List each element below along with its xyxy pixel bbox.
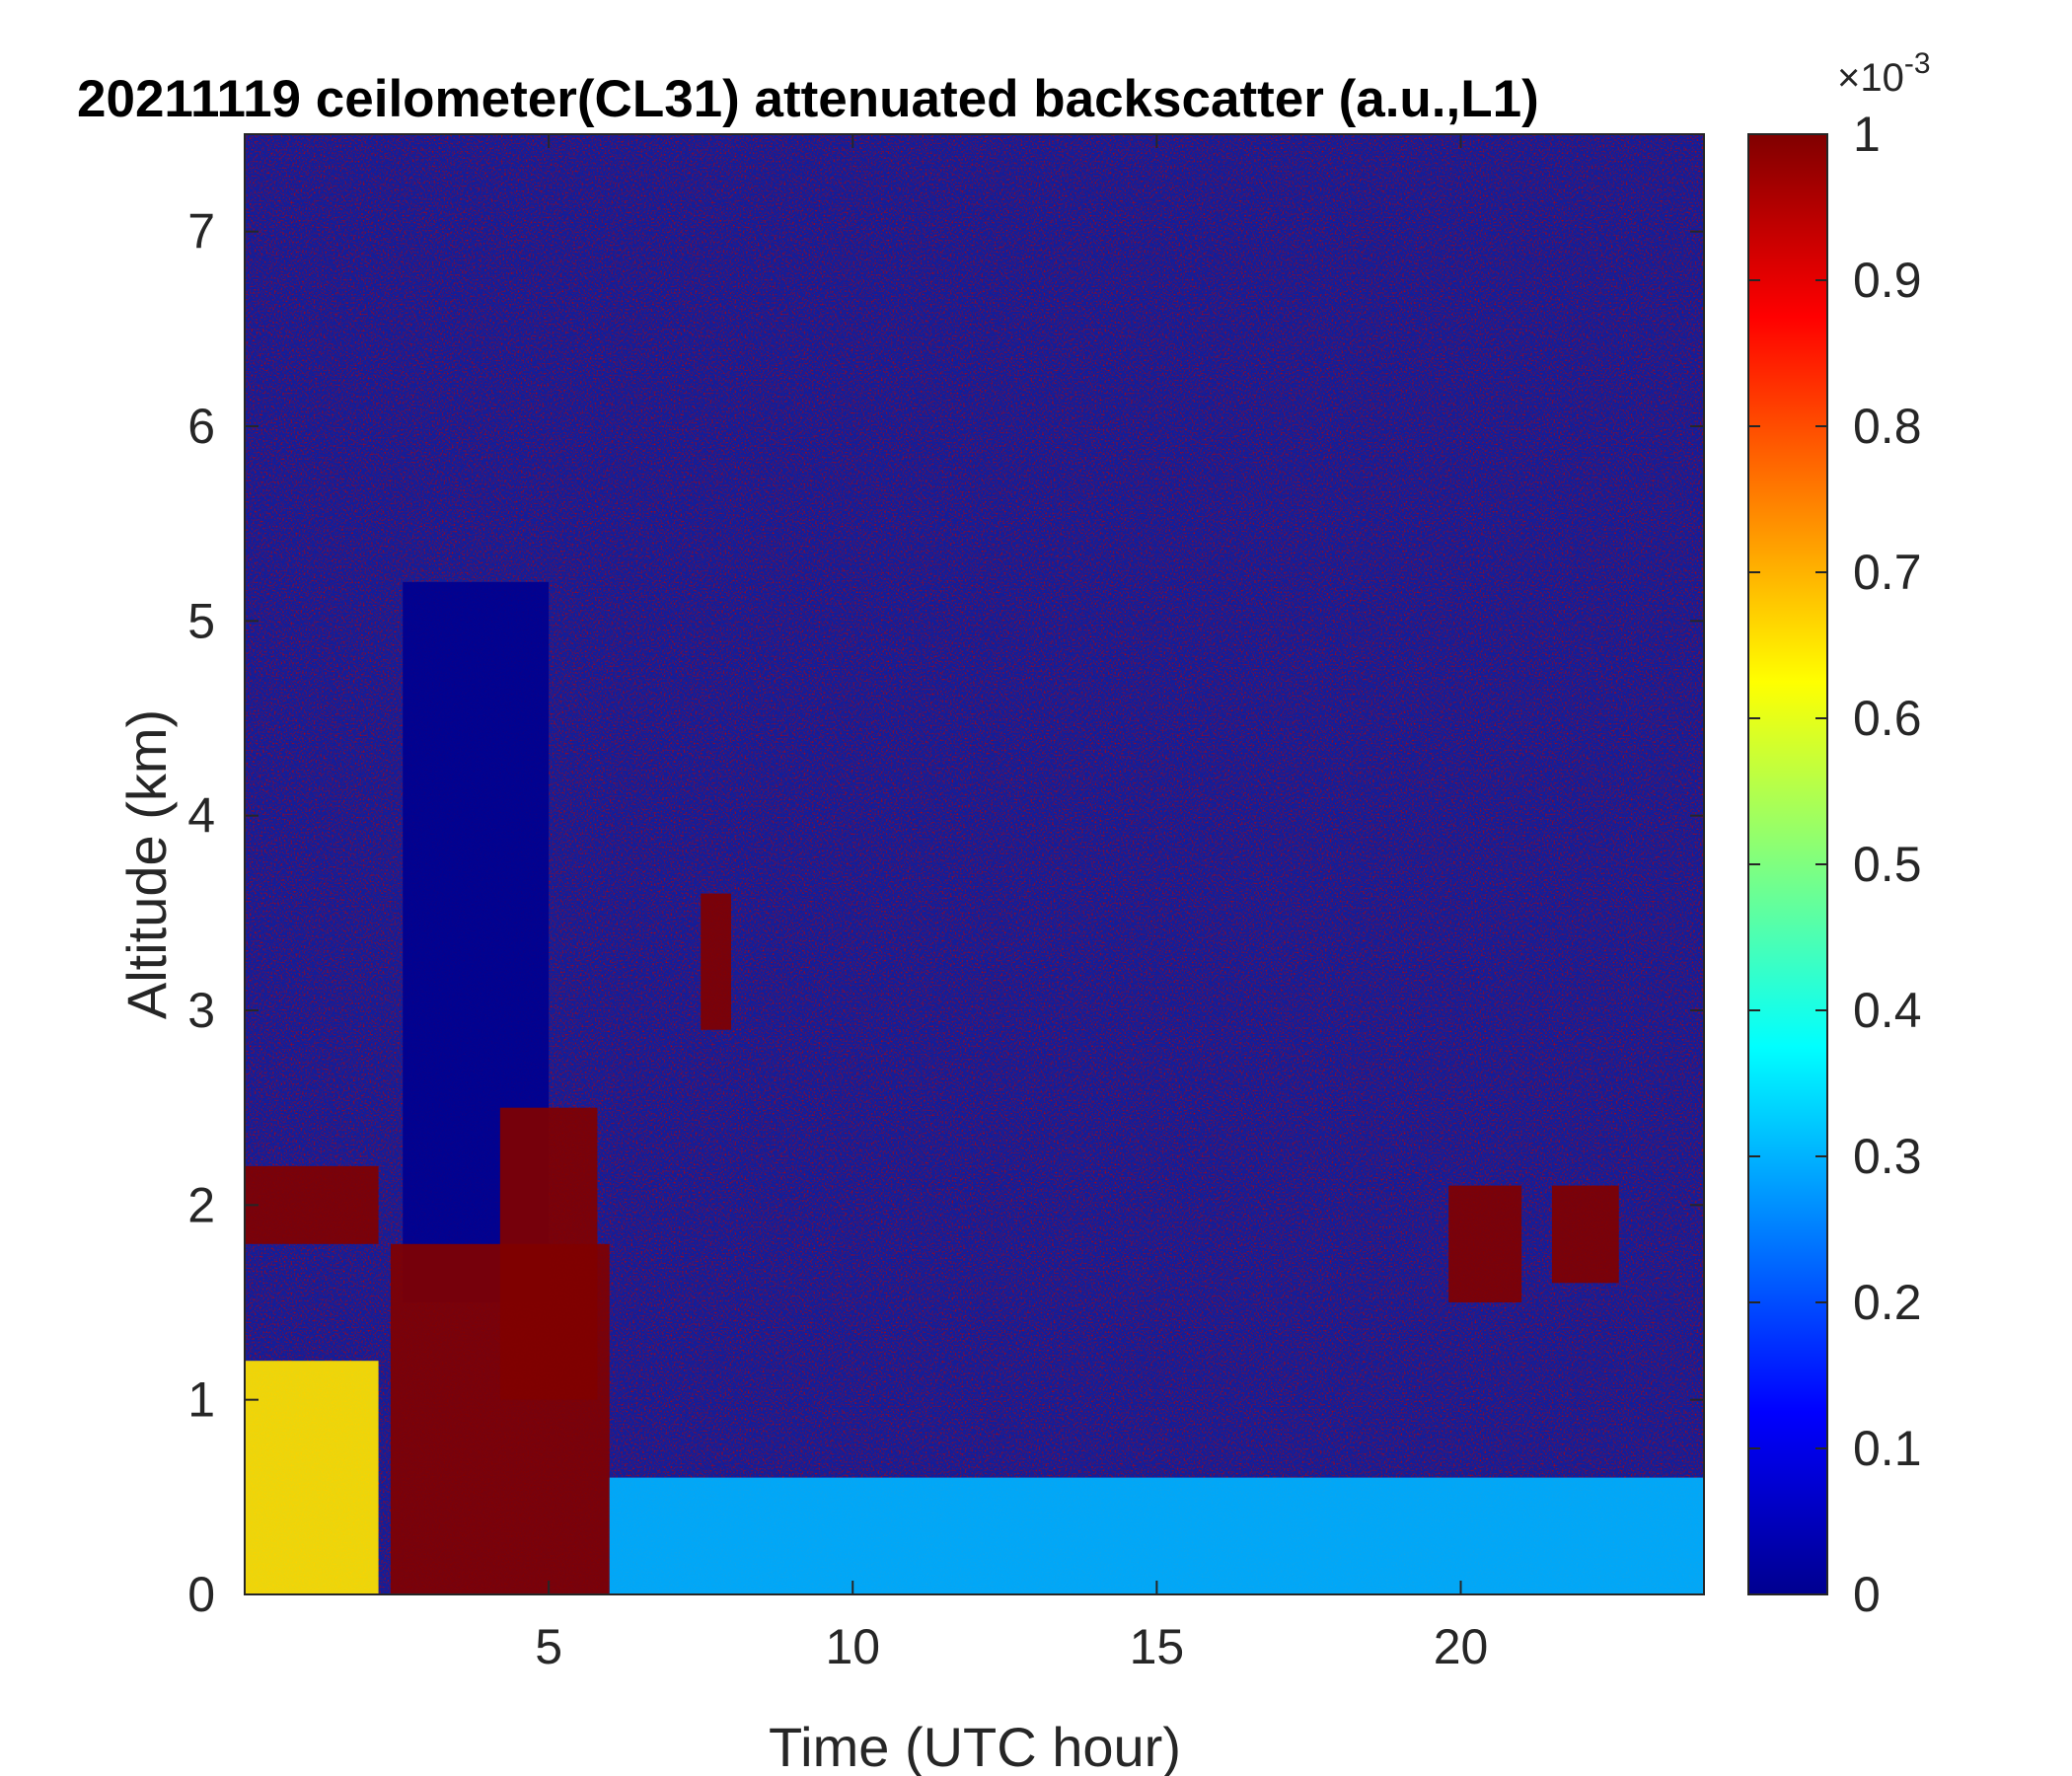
colorbar: 0 0.1 0.2 0.3 0.4 0.5 0.6 0.7 0.8 0.9 1 ×10-3 [1747, 47, 1931, 1622]
colorbar-tick-label: 1 [1853, 107, 1881, 162]
colorbar-gradient [1748, 134, 1827, 1594]
y-tick-label: 0 [187, 1567, 215, 1622]
y-tick-label: 1 [187, 1372, 215, 1428]
heatmap-feature-5 [701, 893, 731, 1030]
colorbar-ticks: 0 0.1 0.2 0.3 0.4 0.5 0.6 0.7 0.8 0.9 1 [1748, 107, 1922, 1622]
y-tick-label: 3 [187, 983, 215, 1038]
colorbar-tick-label: 0.9 [1853, 253, 1922, 308]
heatmap-features [245, 581, 1704, 1594]
heatmap-feature-6 [1448, 1185, 1522, 1302]
colorbar-exponent: ×10-3 [1837, 47, 1931, 100]
x-tick-label: 10 [825, 1619, 880, 1674]
y-axis-label: Altitude (km) [115, 709, 178, 1019]
chart-title: 20211119 ceilometer(CL31) attenuated bac… [77, 70, 1539, 128]
colorbar-tick-label: 0.6 [1853, 691, 1922, 746]
x-axis-label: Time (UTC hour) [769, 1716, 1181, 1776]
x-axis: 5 10 15 20 [535, 134, 1488, 1674]
colorbar-tick-label: 0.3 [1853, 1129, 1922, 1184]
plot-frame [244, 133, 1705, 1595]
x-tick-label: 20 [1434, 1619, 1489, 1674]
colorbar-tick-label: 0.7 [1853, 545, 1922, 600]
y-tick-label: 6 [187, 399, 215, 454]
y-tick-label: 7 [187, 204, 215, 259]
x-tick-label: 15 [1130, 1619, 1185, 1674]
colorbar-tick-label: 0.1 [1853, 1421, 1922, 1476]
heatmap-feature-0 [245, 1361, 379, 1594]
y-tick-label: 5 [187, 593, 215, 648]
colorbar-tick-label: 0.5 [1853, 837, 1922, 892]
colorbar-tick-label: 0.8 [1853, 399, 1922, 454]
y-axis: 0 1 2 3 4 5 6 7 [187, 204, 1704, 1622]
heatmap-feature-8 [609, 1477, 1704, 1594]
x-tick-label: 5 [535, 1619, 562, 1674]
heatmap-feature-1 [245, 1165, 379, 1244]
plot-area [245, 134, 1704, 1594]
colorbar-tick-label: 0 [1853, 1567, 1881, 1622]
y-tick-label: 2 [187, 1177, 215, 1232]
y-tick-label: 4 [187, 788, 215, 844]
heatmap-feature-4 [499, 1107, 598, 1400]
colorbar-tick-label: 0.4 [1853, 983, 1922, 1038]
heatmap-feature-7 [1551, 1185, 1619, 1284]
colorbar-tick-label: 0.2 [1853, 1275, 1922, 1330]
